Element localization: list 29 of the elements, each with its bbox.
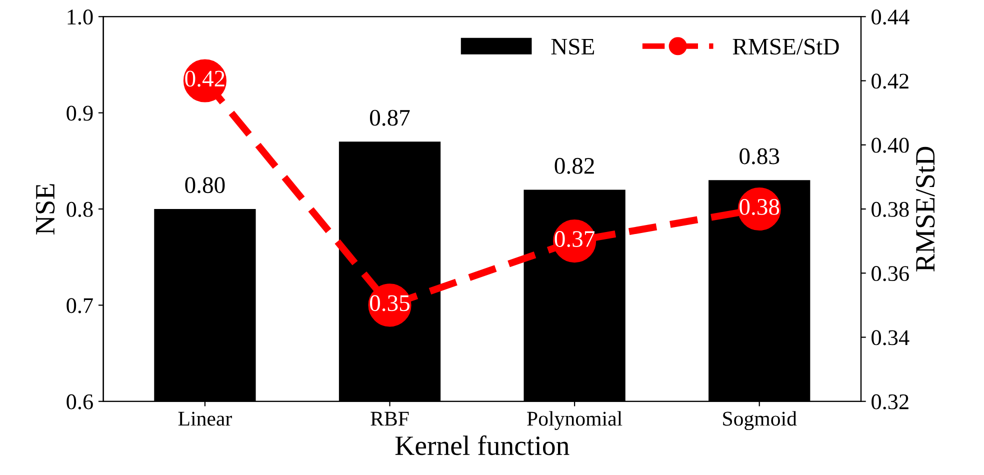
y2-tick-label: 0.32 bbox=[872, 394, 908, 410]
y-tick-label: 0.9 bbox=[66, 106, 93, 121]
data-label: 0.37 bbox=[554, 231, 595, 248]
x-tick-label: RBF bbox=[370, 412, 409, 426]
data-label: 0.80 bbox=[185, 177, 225, 194]
y-tick-label: 0.7 bbox=[66, 298, 93, 314]
y2-tick-label: 0.36 bbox=[872, 266, 909, 282]
data-label: 0.38 bbox=[740, 198, 780, 216]
y-tick-label: 1.0 bbox=[68, 10, 93, 25]
data-label: 0.83 bbox=[740, 148, 780, 164]
data-label: 0.35 bbox=[370, 295, 410, 312]
y-tick-label: 0.8 bbox=[66, 202, 93, 218]
legend-label: RMSE/StD bbox=[732, 38, 839, 55]
legend-label: NSE bbox=[551, 38, 594, 55]
data-label: 0.87 bbox=[370, 110, 410, 126]
x-axis-title: Kernel function bbox=[395, 435, 570, 456]
y2-tick-label: 0.40 bbox=[872, 138, 909, 153]
x-tick-label: Polynomial bbox=[527, 411, 622, 430]
data-label: 0.82 bbox=[554, 158, 594, 174]
y2-tick-label: 0.38 bbox=[872, 202, 909, 218]
y-axis-title: NSE bbox=[36, 184, 55, 234]
x-tick-label: Linear bbox=[178, 412, 232, 426]
y2-axis-title: RMSE/StD bbox=[916, 146, 935, 272]
x-tick-label: Sogmoid bbox=[723, 411, 797, 430]
y2-tick-label: 0.44 bbox=[872, 10, 910, 25]
data-label: 0.42 bbox=[185, 70, 224, 87]
y2-tick-label: 0.34 bbox=[872, 330, 910, 346]
y-tick-label: 0.6 bbox=[66, 394, 93, 410]
y2-tick-label: 0.42 bbox=[872, 74, 908, 89]
